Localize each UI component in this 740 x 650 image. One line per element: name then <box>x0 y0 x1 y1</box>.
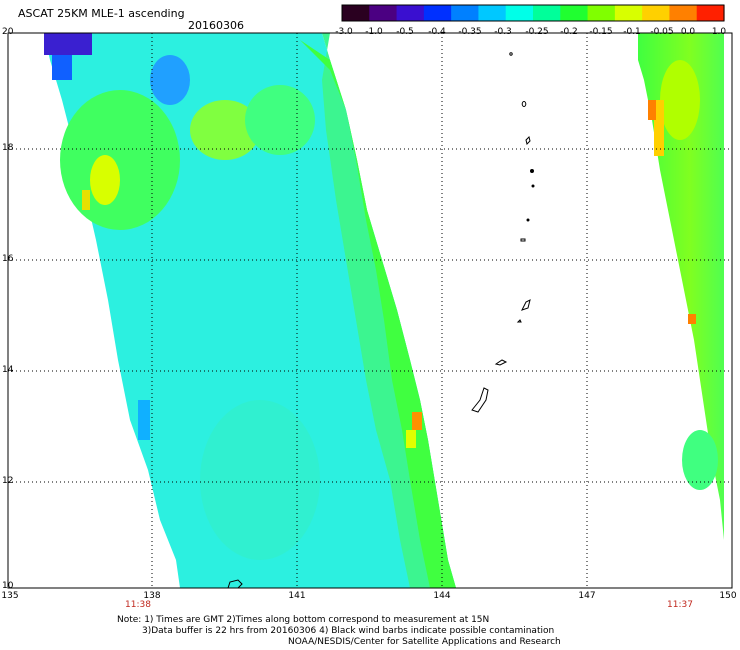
map-frame <box>7 32 733 589</box>
lat-label: 18 <box>2 143 14 153</box>
lat-label: 10 <box>2 581 14 591</box>
note-line: Note: 1) Times are GMT 2)Times along bot… <box>117 615 490 625</box>
colorbar-label: -3.0 <box>335 27 353 37</box>
note-line: NOAA/NESDIS/Center for Satellite Applica… <box>288 637 561 647</box>
colorbar-label: -0.15 <box>589 27 613 37</box>
colorbar-segment <box>396 5 425 21</box>
colorbar-label: -0.1 <box>623 27 641 37</box>
colorbar-label: -0.25 <box>525 27 549 37</box>
pass-time-left: 11:38 <box>125 600 151 610</box>
colorbar-label: -0.5 <box>396 27 414 37</box>
colorbar-label: -0.2 <box>560 27 578 37</box>
colorbar-segment <box>505 5 534 21</box>
colorbar-segment <box>560 5 589 21</box>
island-outlines <box>227 52 535 589</box>
colorbar-border <box>341 4 725 22</box>
lat-label: 12 <box>2 476 14 486</box>
colorbar-segment <box>423 5 452 21</box>
colorbar-label: -0.4 <box>428 27 446 37</box>
colorbar-label: -1.0 <box>365 27 383 37</box>
colorbar-label: -0.05 <box>650 27 674 37</box>
lon-label: 147 <box>578 591 596 601</box>
colorbar-segment <box>451 5 480 21</box>
lon-label: 150 <box>719 591 737 601</box>
lon-label: 138 <box>143 591 161 601</box>
lat-label: 14 <box>2 365 14 375</box>
map-date: 20160306 <box>188 19 244 32</box>
note-line: 3)Data buffer is 22 hrs from 20160306 4)… <box>142 626 555 636</box>
colorbar-segment <box>478 5 507 21</box>
lon-label: 144 <box>433 591 451 601</box>
colorbar-segment <box>642 5 671 21</box>
colorbar-label: 1.0 <box>711 27 727 37</box>
colorbar <box>341 4 725 22</box>
colorbar-segment <box>533 5 561 21</box>
lon-label: 135 <box>1 591 19 601</box>
colorbar-segment <box>696 5 725 21</box>
pass-time-right: 11:37 <box>667 600 693 610</box>
lon-label: 141 <box>288 591 306 601</box>
colorbar-segment <box>669 5 698 21</box>
colorbar-segment <box>587 5 616 21</box>
colorbar-label: -0.35 <box>458 27 482 37</box>
colorbar-label: -0.3 <box>494 27 512 37</box>
colorbar-segment <box>342 5 370 21</box>
left-swath <box>44 33 456 588</box>
colorbar-segment <box>614 5 643 21</box>
lat-label: 20 <box>2 27 14 37</box>
right-swath <box>638 33 724 540</box>
map-title: ASCAT 25KM MLE-1 ascending <box>18 7 185 20</box>
colorbar-segment <box>369 5 398 21</box>
colorbar-label: 0.0 <box>680 27 696 37</box>
lat-lon-grid <box>8 33 732 588</box>
lat-label: 16 <box>2 254 14 264</box>
